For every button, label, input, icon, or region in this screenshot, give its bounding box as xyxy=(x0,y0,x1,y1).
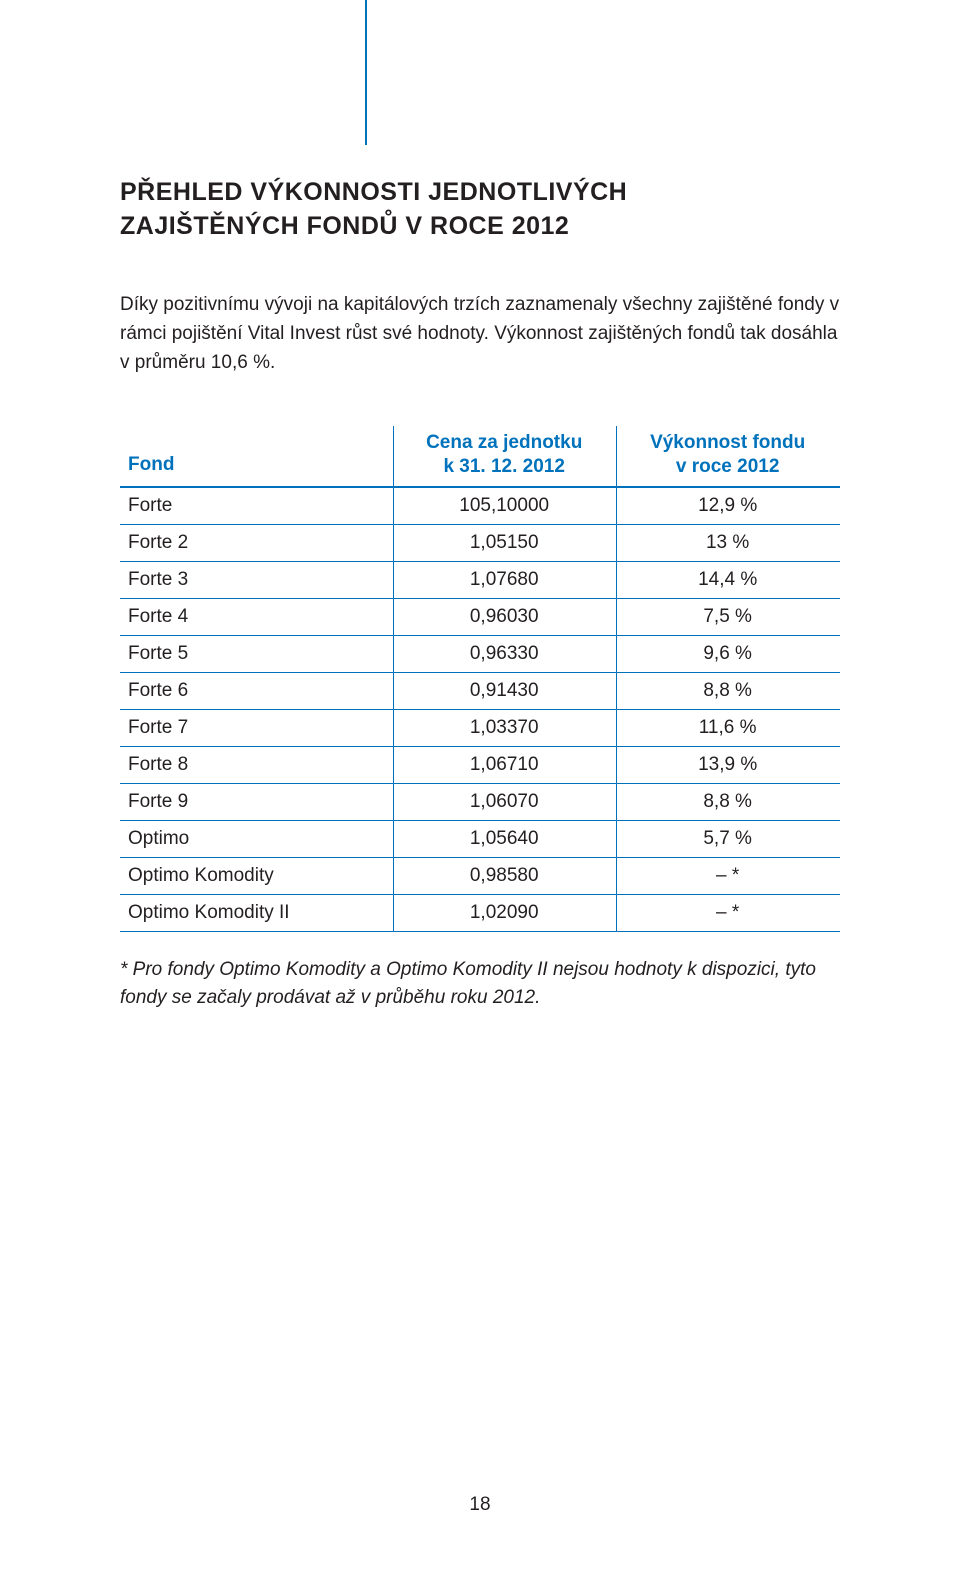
cell-performance: – * xyxy=(617,857,840,894)
cell-performance: 13,9 % xyxy=(617,746,840,783)
cell-performance: 8,8 % xyxy=(617,672,840,709)
cell-price: 1,07680 xyxy=(394,561,617,598)
cell-fund: Forte 4 xyxy=(120,598,394,635)
title-line-1: PŘEHLED VÝKONNOSTI JEDNOTLIVÝCH xyxy=(120,176,840,210)
col-header-price-label1: Cena za jednotku xyxy=(426,432,582,453)
table-row: Forte105,1000012,9 % xyxy=(120,487,840,525)
table-header-row: Fond Cena za jednotku k 31. 12. 2012 Výk… xyxy=(120,426,840,487)
cell-price: 1,06070 xyxy=(394,783,617,820)
cell-price: 0,96330 xyxy=(394,635,617,672)
cell-fund: Forte xyxy=(120,487,394,525)
cell-performance: 8,8 % xyxy=(617,783,840,820)
col-header-perf: Výkonnost fondu v roce 2012 xyxy=(617,426,840,487)
cell-fund: Forte 9 xyxy=(120,783,394,820)
cell-price: 1,06710 xyxy=(394,746,617,783)
cell-performance: 14,4 % xyxy=(617,561,840,598)
table-row: Optimo1,056405,7 % xyxy=(120,820,840,857)
col-header-perf-label1: Výkonnost fondu xyxy=(650,432,805,453)
cell-performance: 9,6 % xyxy=(617,635,840,672)
title-line-2: ZAJIŠTĚNÝCH FONDŮ V ROCE 2012 xyxy=(120,210,840,244)
cell-price: 0,91430 xyxy=(394,672,617,709)
cell-performance: 7,5 % xyxy=(617,598,840,635)
cell-price: 1,05150 xyxy=(394,524,617,561)
cell-fund: Forte 2 xyxy=(120,524,394,561)
cell-fund: Optimo Komodity xyxy=(120,857,394,894)
table-row: Forte 21,0515013 % xyxy=(120,524,840,561)
table-row: Forte 31,0768014,4 % xyxy=(120,561,840,598)
page-number: 18 xyxy=(0,1494,960,1516)
cell-fund: Optimo xyxy=(120,820,394,857)
cell-price: 1,03370 xyxy=(394,709,617,746)
table-row: Forte 81,0671013,9 % xyxy=(120,746,840,783)
table-row: Forte 50,963309,6 % xyxy=(120,635,840,672)
cell-performance: 5,7 % xyxy=(617,820,840,857)
page-title: PŘEHLED VÝKONNOSTI JEDNOTLIVÝCH ZAJIŠTĚN… xyxy=(120,0,840,244)
cell-fund: Forte 8 xyxy=(120,746,394,783)
funds-performance-table: Fond Cena za jednotku k 31. 12. 2012 Výk… xyxy=(120,426,840,932)
table-row: Forte 40,960307,5 % xyxy=(120,598,840,635)
cell-performance: – * xyxy=(617,894,840,931)
col-header-fund-label1: Fond xyxy=(128,454,174,475)
col-header-fund: Fond xyxy=(120,426,394,487)
cell-fund: Forte 6 xyxy=(120,672,394,709)
col-header-price: Cena za jednotku k 31. 12. 2012 xyxy=(394,426,617,487)
table-row: Forte 71,0337011,6 % xyxy=(120,709,840,746)
cell-price: 1,02090 xyxy=(394,894,617,931)
table-row: Forte 91,060708,8 % xyxy=(120,783,840,820)
cell-price: 0,98580 xyxy=(394,857,617,894)
cell-fund: Forte 7 xyxy=(120,709,394,746)
table-row: Forte 60,914308,8 % xyxy=(120,672,840,709)
cell-performance: 13 % xyxy=(617,524,840,561)
cell-performance: 12,9 % xyxy=(617,487,840,525)
cell-price: 1,05640 xyxy=(394,820,617,857)
intro-paragraph: Díky pozitivnímu vývoji na kapitálových … xyxy=(120,290,840,378)
table-row: Optimo Komodity0,98580– * xyxy=(120,857,840,894)
cell-price: 0,96030 xyxy=(394,598,617,635)
cell-fund: Forte 3 xyxy=(120,561,394,598)
table-footnote: * Pro fondy Optimo Komodity a Optimo Kom… xyxy=(120,956,840,1013)
cell-performance: 11,6 % xyxy=(617,709,840,746)
col-header-price-label2: k 31. 12. 2012 xyxy=(402,456,606,478)
col-header-perf-label2: v roce 2012 xyxy=(625,456,830,478)
table-row: Optimo Komodity II1,02090– * xyxy=(120,894,840,931)
document-page: PŘEHLED VÝKONNOSTI JEDNOTLIVÝCH ZAJIŠTĚN… xyxy=(0,0,960,1576)
table-body: Forte105,1000012,9 %Forte 21,0515013 %Fo… xyxy=(120,487,840,932)
cell-fund: Optimo Komodity II xyxy=(120,894,394,931)
table-header: Fond Cena za jednotku k 31. 12. 2012 Výk… xyxy=(120,426,840,487)
cell-fund: Forte 5 xyxy=(120,635,394,672)
vertical-rule-accent xyxy=(365,0,367,145)
cell-price: 105,10000 xyxy=(394,487,617,525)
